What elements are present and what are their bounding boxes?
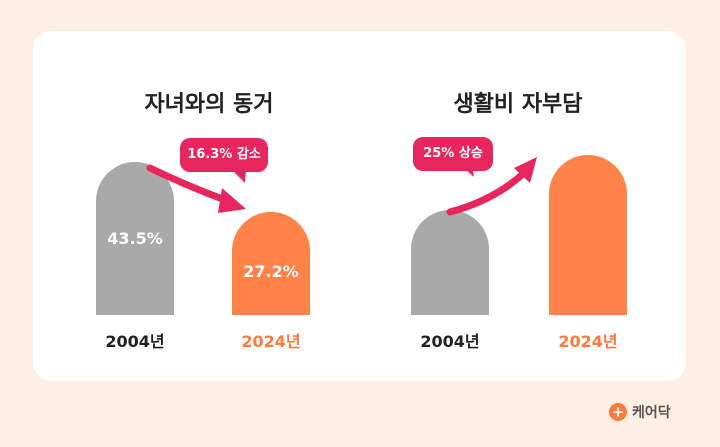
brand-name: 케어닥 [632, 405, 671, 421]
chart2-title: 생활비 자부담 [453, 92, 583, 117]
chart1-bar-2024 [232, 212, 310, 315]
chart1-title: 자녀와의 동거 [144, 92, 274, 117]
chart1-annotation-bubble: 16.3% 감소 [180, 138, 268, 172]
chart2-annotation-bubble: 25% 상승 [413, 137, 493, 171]
chart2-bar-2004 [411, 210, 489, 315]
chart2-x-tick-2004: 2004년 [420, 332, 480, 351]
chart1-x-tick-2004: 2004년 [105, 332, 165, 351]
chart1-x-tick-2024: 2024년 [241, 332, 301, 351]
chart1-value-label-2004: 43.5% [107, 229, 163, 248]
chart2-bar-2024 [549, 155, 627, 315]
brand-logo: + 케어닥 [609, 402, 671, 422]
plus-icon: + [609, 403, 627, 421]
chart1-value-label-2024: 27.2% [243, 262, 299, 281]
chart2-x-tick-2024: 2024년 [558, 332, 618, 351]
